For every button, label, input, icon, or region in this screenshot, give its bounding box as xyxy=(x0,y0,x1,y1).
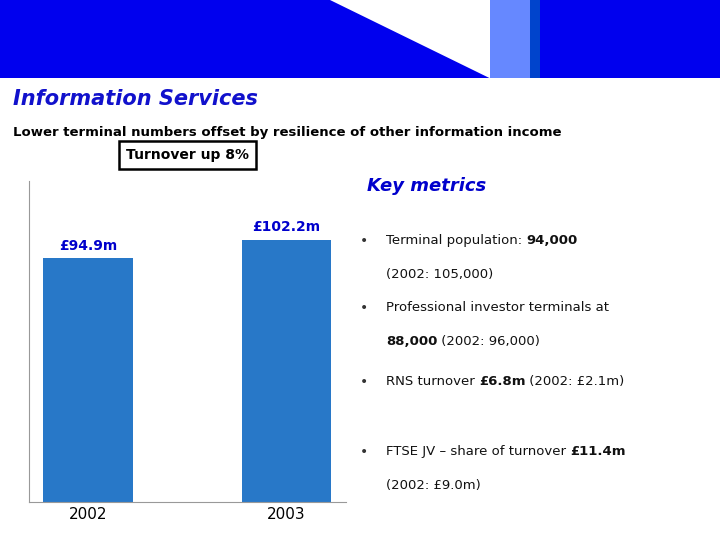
Text: Terminal population:: Terminal population: xyxy=(386,234,526,247)
Text: •: • xyxy=(360,375,369,389)
Text: (2002: 96,000): (2002: 96,000) xyxy=(437,335,540,348)
Text: £94.9m: £94.9m xyxy=(59,239,117,253)
Text: 88,000: 88,000 xyxy=(386,335,437,348)
Text: £6.8m: £6.8m xyxy=(479,375,526,388)
Text: RNS turnover: RNS turnover xyxy=(386,375,479,388)
Bar xyxy=(530,0,720,78)
Text: (2002: £9.0m): (2002: £9.0m) xyxy=(386,479,480,492)
Text: (2002: 105,000): (2002: 105,000) xyxy=(386,268,493,281)
Text: Key metrics: Key metrics xyxy=(367,178,487,195)
Text: Turnover up 8%: Turnover up 8% xyxy=(126,147,248,161)
Bar xyxy=(242,240,331,502)
Polygon shape xyxy=(0,0,490,78)
Text: Lower terminal numbers offset by resilience of other information income: Lower terminal numbers offset by resilie… xyxy=(13,126,562,139)
Text: £11.4m: £11.4m xyxy=(570,446,626,458)
Text: FTSE JV – share of turnover: FTSE JV – share of turnover xyxy=(386,446,570,458)
Bar xyxy=(0,0,330,78)
Text: •: • xyxy=(360,301,369,315)
Bar xyxy=(43,258,132,502)
Text: Professional investor terminals at: Professional investor terminals at xyxy=(386,301,609,314)
Text: •: • xyxy=(360,234,369,248)
Text: 94,000: 94,000 xyxy=(526,234,577,247)
Text: (2002: £2.1m): (2002: £2.1m) xyxy=(526,375,624,388)
Text: •: • xyxy=(360,446,369,460)
Bar xyxy=(490,0,532,78)
Bar xyxy=(540,0,720,78)
Text: Information Services: Information Services xyxy=(13,89,258,109)
Bar xyxy=(530,0,540,78)
Text: £102.2m: £102.2m xyxy=(253,220,320,234)
